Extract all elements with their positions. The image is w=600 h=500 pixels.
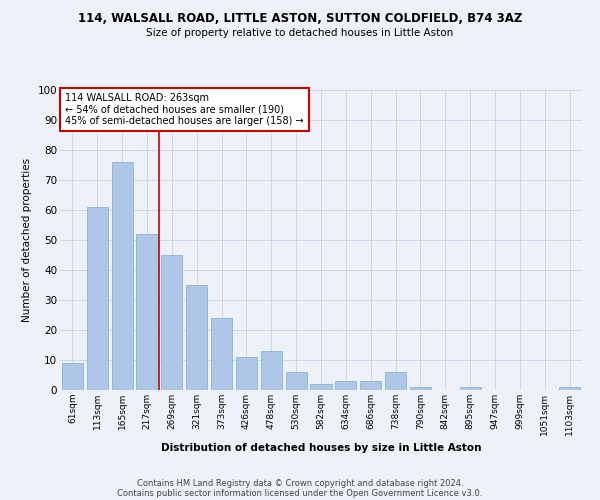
Text: 114 WALSALL ROAD: 263sqm
← 54% of detached houses are smaller (190)
45% of semi-: 114 WALSALL ROAD: 263sqm ← 54% of detach…	[65, 93, 304, 126]
Bar	[460, 387, 481, 390]
Bar	[236, 357, 257, 390]
Bar	[410, 387, 431, 390]
X-axis label: Distribution of detached houses by size in Little Aston: Distribution of detached houses by size …	[161, 443, 481, 453]
Bar	[161, 255, 182, 390]
Y-axis label: Number of detached properties: Number of detached properties	[22, 158, 32, 322]
Bar	[559, 387, 580, 390]
Bar	[385, 372, 406, 390]
Text: Size of property relative to detached houses in Little Aston: Size of property relative to detached ho…	[146, 28, 454, 38]
Text: Contains public sector information licensed under the Open Government Licence v3: Contains public sector information licen…	[118, 488, 482, 498]
Bar	[112, 162, 133, 390]
Bar	[211, 318, 232, 390]
Bar	[136, 234, 158, 390]
Text: 114, WALSALL ROAD, LITTLE ASTON, SUTTON COLDFIELD, B74 3AZ: 114, WALSALL ROAD, LITTLE ASTON, SUTTON …	[78, 12, 522, 26]
Bar	[62, 363, 83, 390]
Bar	[261, 351, 282, 390]
Bar	[286, 372, 307, 390]
Bar	[310, 384, 332, 390]
Bar	[186, 285, 207, 390]
Bar	[335, 381, 356, 390]
Bar	[360, 381, 381, 390]
Bar	[87, 207, 108, 390]
Text: Contains HM Land Registry data © Crown copyright and database right 2024.: Contains HM Land Registry data © Crown c…	[137, 478, 463, 488]
